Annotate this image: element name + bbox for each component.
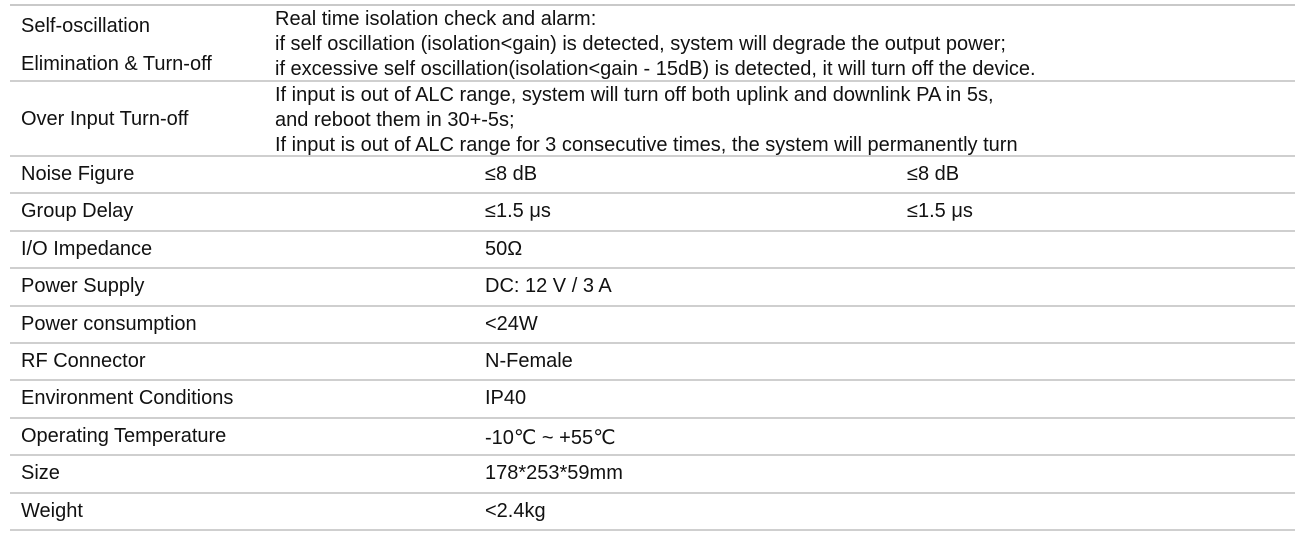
row-label: Power consumption (21, 312, 197, 335)
description-line: if excessive self oscillation(isolation<… (275, 58, 1036, 80)
table-row: Power Supply DC: 12 V / 3 A (10, 269, 1295, 307)
row-label: Operating Temperature (21, 424, 227, 447)
row-label: Size (21, 462, 60, 485)
row-label-line: Self-oscillation (21, 15, 150, 37)
row-label: Noise Figure (21, 163, 135, 185)
row-value: <2.4kg (485, 499, 546, 522)
row-label: I/O Impedance (21, 237, 153, 260)
row-value: DC: 12 V / 3 A (485, 275, 612, 298)
row-label: Environment Conditions (21, 387, 234, 410)
row-value: IP40 (485, 387, 527, 410)
row-value: 178*253*59mm (485, 462, 623, 485)
row-label: Over Input Turn-off (21, 108, 189, 130)
row-value: ≤8 dB (485, 163, 538, 185)
table-row: Noise Figure ≤8 dB ≤8 dB (10, 157, 1295, 195)
row-description: If input is out of ALC range, system wil… (275, 83, 1018, 158)
table-row: Size 178*253*59mm (10, 456, 1295, 494)
row-value-2: ≤1.5 μs (907, 200, 973, 223)
row-value: N-Female (485, 349, 573, 372)
table-row: Weight <2.4kg (10, 494, 1295, 531)
row-label: Weight (21, 499, 83, 522)
row-label: Group Delay (21, 200, 134, 223)
table-row: Operating Temperature -10℃ ~ +55℃ (10, 419, 1295, 457)
row-value: <24W (485, 312, 538, 335)
description-line: Real time isolation check and alarm: (275, 8, 597, 30)
row-value: ≤1.5 μs (485, 200, 551, 223)
description-line: and reboot them in 30+-5s; (275, 109, 515, 131)
row-label: RF Connector (21, 349, 146, 372)
description-line: if self oscillation (isolation<gain) is … (275, 33, 1006, 55)
row-value: 50Ω (485, 237, 523, 260)
table-row: I/O Impedance 50Ω (10, 232, 1295, 270)
table-row: Over Input Turn-off If input is out of A… (10, 82, 1295, 157)
row-value: -10℃ ~ +55℃ (485, 426, 616, 449)
description-line: If input is out of ALC range, system wil… (275, 84, 994, 106)
table-row: Group Delay ≤1.5 μs ≤1.5 μs (10, 194, 1295, 232)
row-description: Real time isolation check and alarm: if … (275, 7, 1036, 82)
row-label: Power Supply (21, 275, 145, 298)
table-row: Power consumption <24W (10, 307, 1295, 344)
table-row: Self-oscillation Elimination & Turn-off … (10, 6, 1295, 82)
table-row: Environment Conditions IP40 (10, 381, 1295, 419)
spec-table: Self-oscillation Elimination & Turn-off … (10, 4, 1295, 531)
row-value-2: ≤8 dB (907, 163, 960, 185)
row-label-line: Elimination & Turn-off (21, 53, 212, 75)
description-line: If input is out of ALC range for 3 conse… (275, 134, 1018, 156)
table-row: RF Connector N-Female (10, 344, 1295, 382)
